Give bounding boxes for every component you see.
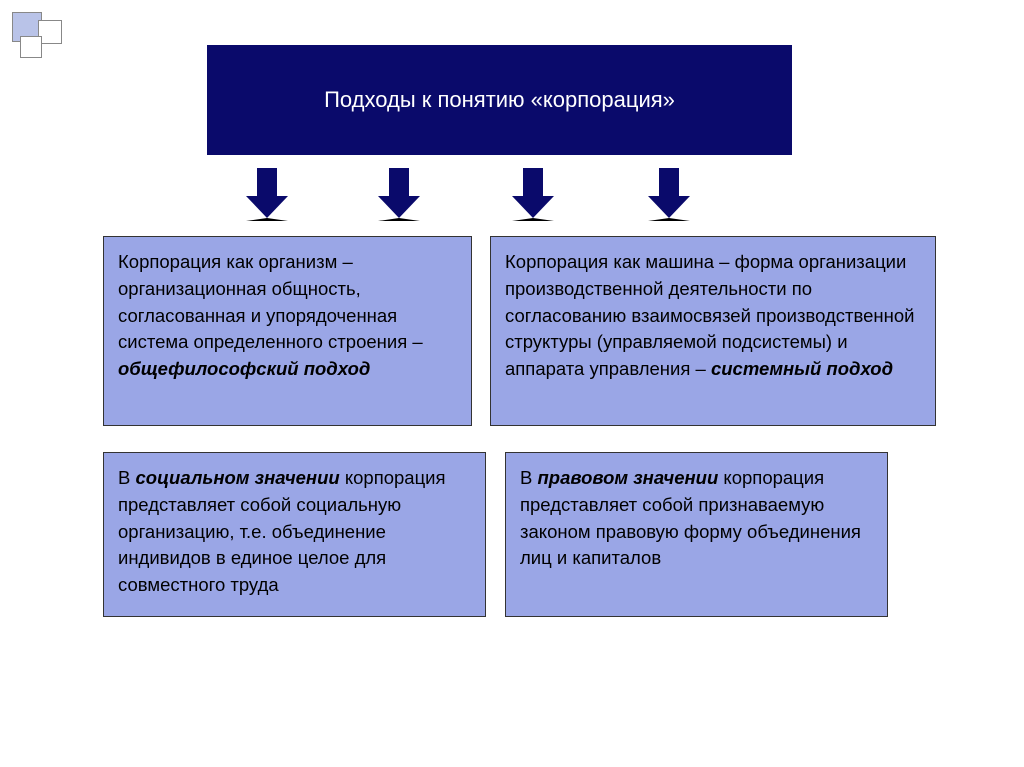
concept-box-organism: Корпорация как организм – организационна… [103, 236, 472, 426]
down-arrow-icon [246, 168, 288, 218]
concept-text: системный подход [711, 358, 893, 379]
arrow-head [648, 196, 690, 221]
down-arrow-icon [648, 168, 690, 218]
concept-box-legal: В правовом значении корпорация представл… [505, 452, 888, 617]
down-arrow-icon [378, 168, 420, 218]
down-arrow-icon [512, 168, 554, 218]
concept-text: В [520, 467, 537, 488]
arrow-stem [257, 168, 277, 196]
concept-box-machine: Корпорация как машина – форма организаци… [490, 236, 936, 426]
concept-text: общефилософский подход [118, 358, 370, 379]
diagram-title: Подходы к понятию «корпорация» [207, 45, 792, 155]
concept-box-social: В социальном значении корпорация предста… [103, 452, 486, 617]
concept-text: Корпорация как организм – организационна… [118, 251, 423, 352]
deco-square [20, 36, 42, 58]
concept-text: правовом значении [537, 467, 718, 488]
arrow-stem [523, 168, 543, 196]
concept-text: В [118, 467, 135, 488]
arrow-stem [389, 168, 409, 196]
arrow-head [246, 196, 288, 221]
arrow-stem [659, 168, 679, 196]
arrow-head [512, 196, 554, 221]
concept-text: социальном значении [135, 467, 339, 488]
diagram-title-text: Подходы к понятию «корпорация» [324, 87, 675, 113]
arrow-head [378, 196, 420, 221]
